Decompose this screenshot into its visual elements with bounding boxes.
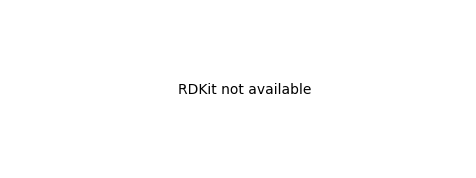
Text: RDKit not available: RDKit not available xyxy=(178,83,310,97)
